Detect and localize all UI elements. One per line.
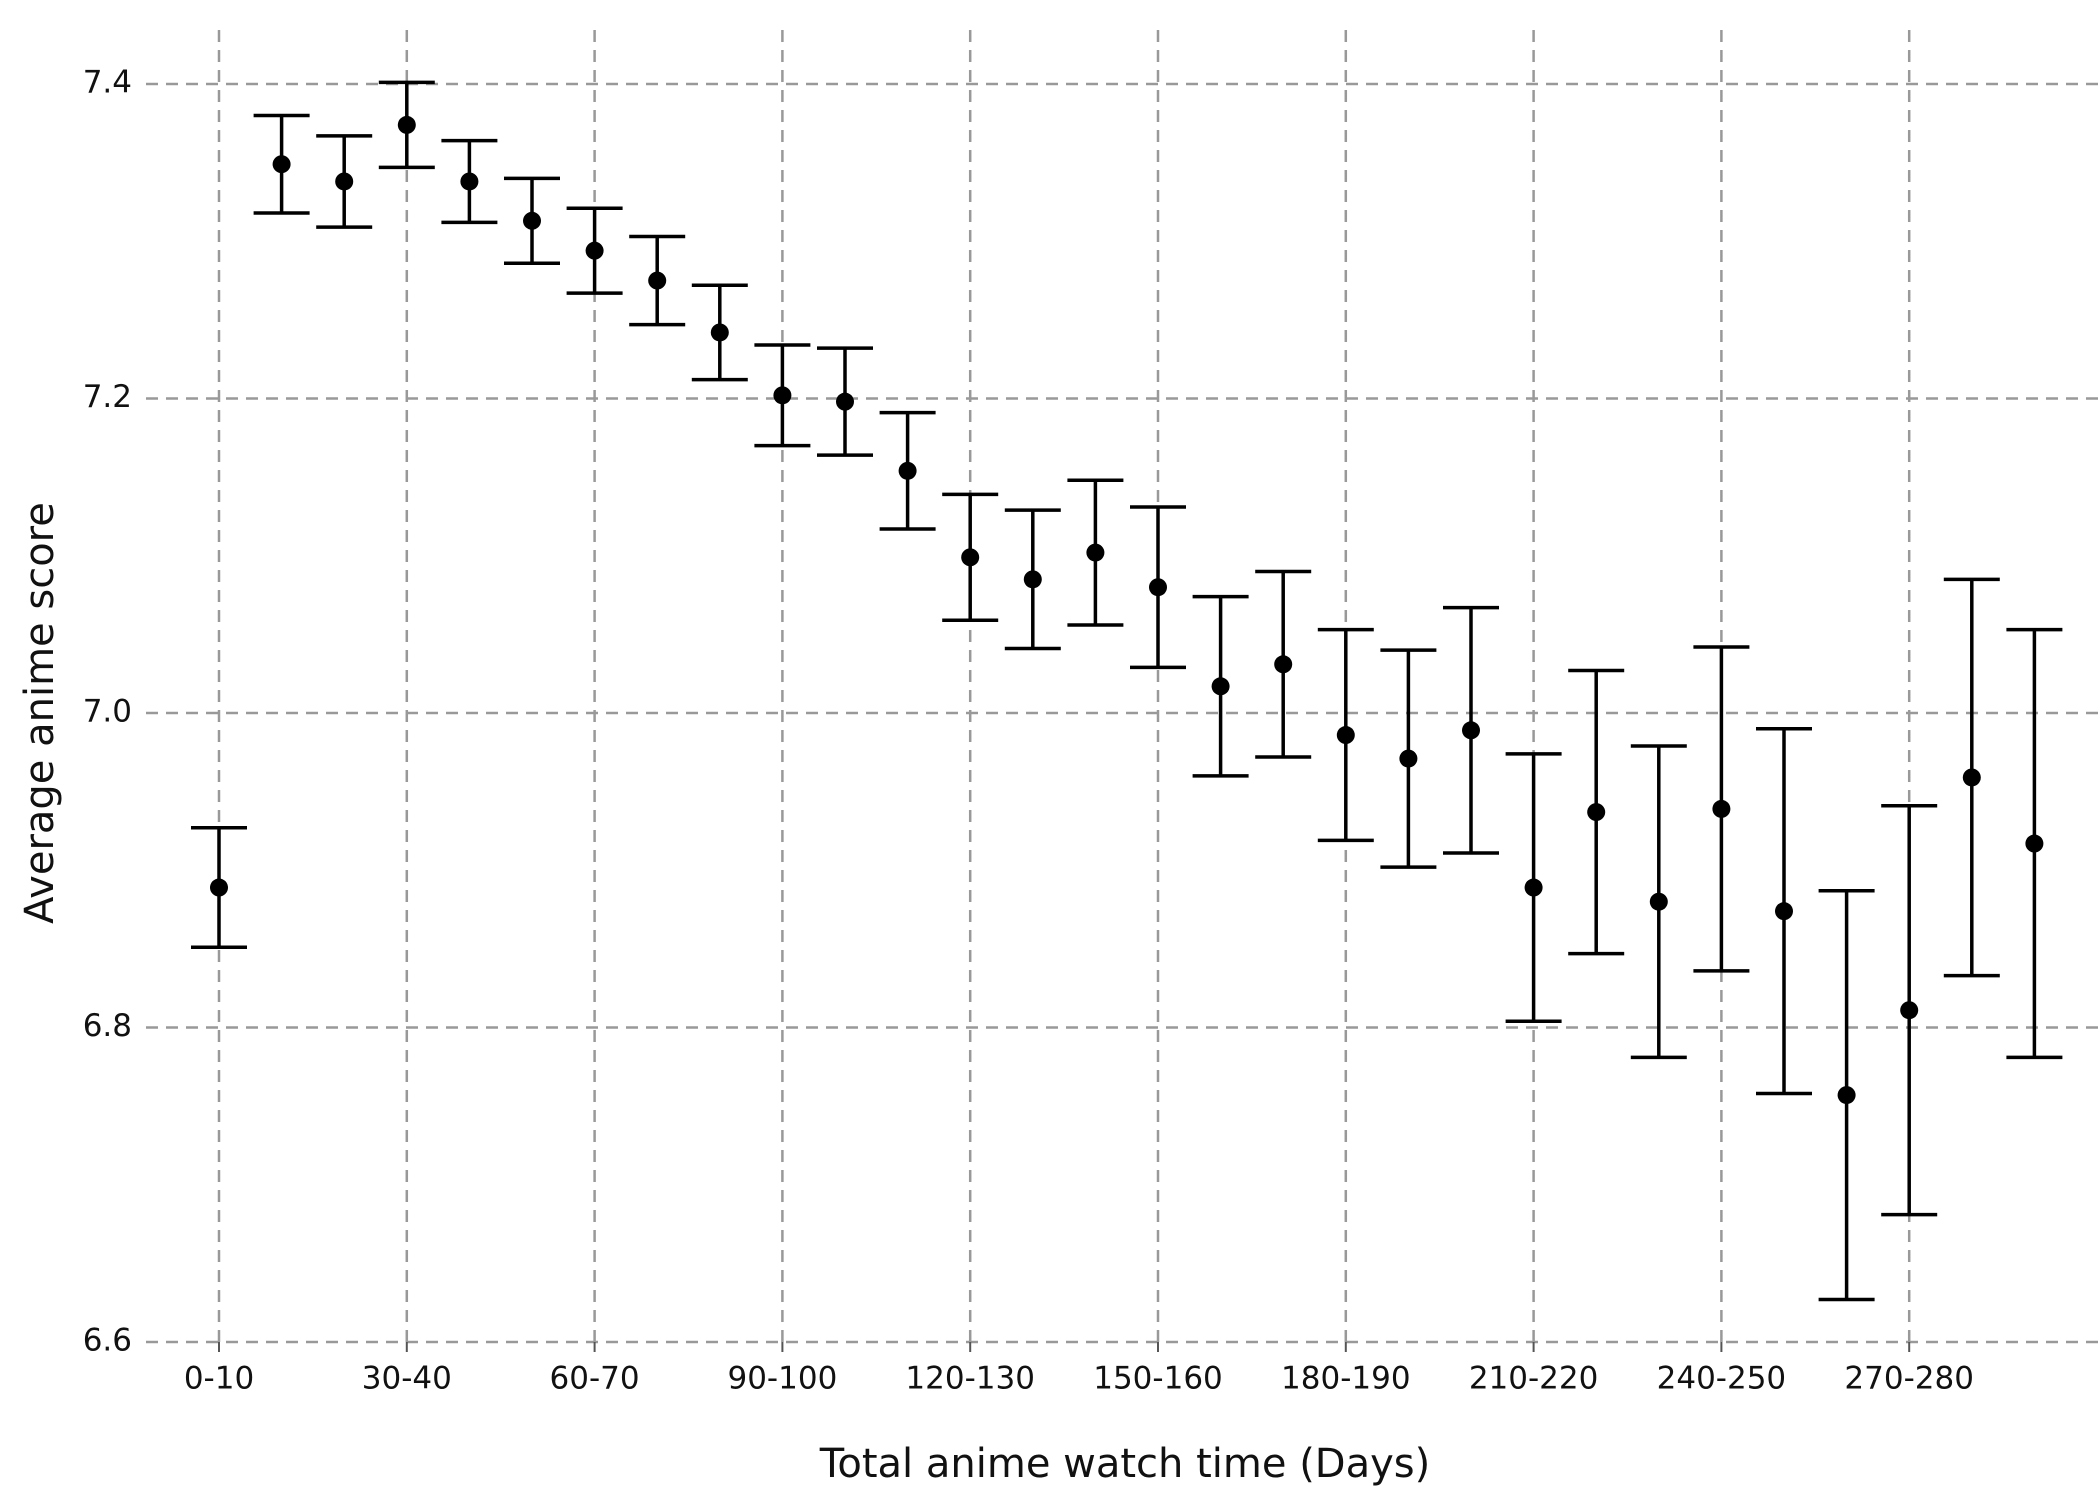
point xyxy=(1900,1001,1919,1020)
point xyxy=(1524,878,1543,897)
point xyxy=(773,386,792,405)
x-axis-label: Total anime watch time (Days) xyxy=(819,1441,1431,1487)
y-tick-label: 6.8 xyxy=(83,1008,132,1044)
point xyxy=(397,115,416,134)
x-tick-label: 240-250 xyxy=(1657,1361,1787,1397)
point xyxy=(961,548,980,567)
point xyxy=(1775,902,1793,921)
y-tick-label: 6.6 xyxy=(83,1323,132,1359)
y-tick-label: 7.4 xyxy=(83,65,132,101)
point xyxy=(460,172,479,191)
point xyxy=(898,461,917,480)
point xyxy=(1462,721,1480,740)
point xyxy=(1962,768,1981,787)
x-tick-label: 210-220 xyxy=(1469,1361,1599,1397)
x-tick-label: 90-100 xyxy=(727,1361,837,1397)
point xyxy=(335,172,354,191)
y-tick-label: 7.0 xyxy=(83,694,132,730)
x-tick-label: 270-280 xyxy=(1844,1361,1974,1397)
point xyxy=(523,211,541,230)
x-tick-label: 180-190 xyxy=(1281,1361,1411,1397)
point xyxy=(1149,578,1167,597)
point xyxy=(1587,803,1606,822)
x-tick-label: 60-70 xyxy=(550,1361,640,1397)
x-tick-label: 120-130 xyxy=(905,1361,1035,1397)
point xyxy=(1086,543,1105,562)
y-axis-label: Average anime score xyxy=(17,502,63,924)
point xyxy=(710,323,729,342)
x-tick-label: 150-160 xyxy=(1093,1361,1223,1397)
point xyxy=(272,155,291,174)
point xyxy=(1399,749,1418,768)
point xyxy=(1649,892,1668,911)
point xyxy=(1274,655,1293,674)
point xyxy=(1211,677,1230,696)
x-tick-label: 30-40 xyxy=(362,1361,452,1397)
point xyxy=(585,241,604,260)
point xyxy=(210,878,228,897)
point xyxy=(1837,1086,1856,1105)
point xyxy=(836,392,854,411)
y-tick-label: 7.2 xyxy=(83,379,132,415)
point xyxy=(1712,799,1731,818)
point xyxy=(1023,570,1042,589)
x-tick-label: 0-10 xyxy=(184,1361,254,1397)
point xyxy=(648,271,667,290)
point xyxy=(1336,726,1355,745)
point xyxy=(2025,834,2044,853)
